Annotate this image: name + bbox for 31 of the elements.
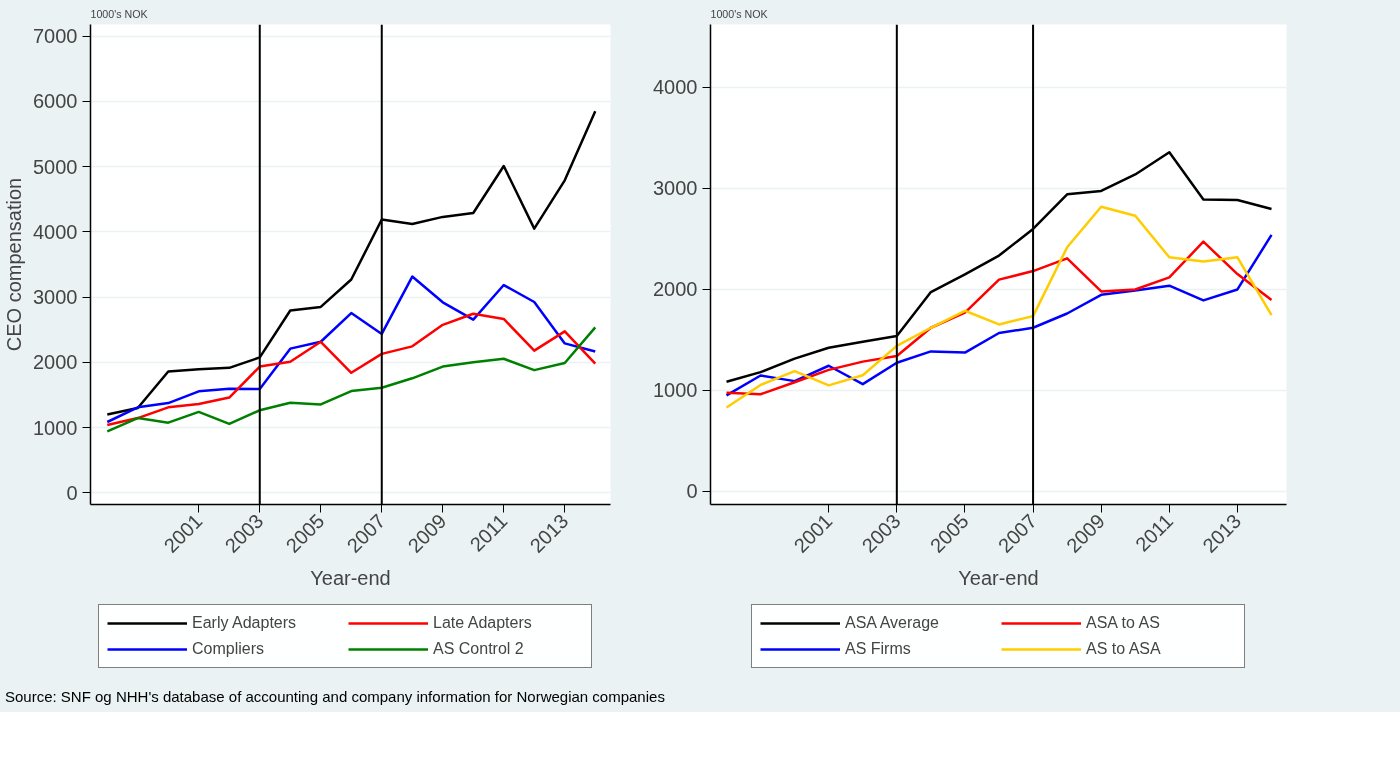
y-tick-label: 3000 [33, 286, 78, 309]
y-tick-label: 0 [66, 481, 78, 504]
y-axis-title: CEO compensation [3, 177, 26, 352]
y-tick-label: 1000 [653, 379, 698, 402]
source-note: Source: SNF og NHH's database of accounting and company information for Norwegian companies [5, 687, 665, 707]
line-series [106, 326, 597, 433]
legend-label: ASA Average [845, 614, 940, 632]
y-tick-label: 5000 [33, 155, 78, 178]
x-axis-title: Year-end [958, 566, 1039, 589]
y-tick-label: 4000 [33, 220, 78, 243]
chart-subtitle: 1000's NOK [90, 7, 148, 20]
y-tick-label: 6000 [33, 90, 78, 113]
y-tick-label: 0 [686, 480, 698, 503]
line-series [725, 205, 1273, 409]
legend-label: Early Adapters [192, 614, 298, 632]
legend-label: Compliers [192, 640, 265, 658]
legend-label: ASA to AS [1086, 614, 1161, 632]
y-tick-label: 1000 [33, 416, 78, 439]
legend-label: Late Adapters [433, 614, 533, 632]
chart-subtitle: 1000's NOK [710, 7, 768, 20]
legend-label: AS Firms [845, 640, 912, 658]
line-series [106, 275, 597, 424]
y-tick-label: 2000 [653, 278, 698, 301]
y-tick-label: 2000 [33, 351, 78, 374]
line-series [106, 312, 597, 427]
legend-label: AS Control 2 [433, 640, 525, 658]
legend-label: AS to ASA [1086, 640, 1162, 658]
y-tick-label: 7000 [33, 25, 78, 48]
x-axis-title: Year-end [310, 566, 391, 589]
y-tick-label: 3000 [653, 177, 698, 200]
y-tick-label: 4000 [653, 76, 698, 99]
